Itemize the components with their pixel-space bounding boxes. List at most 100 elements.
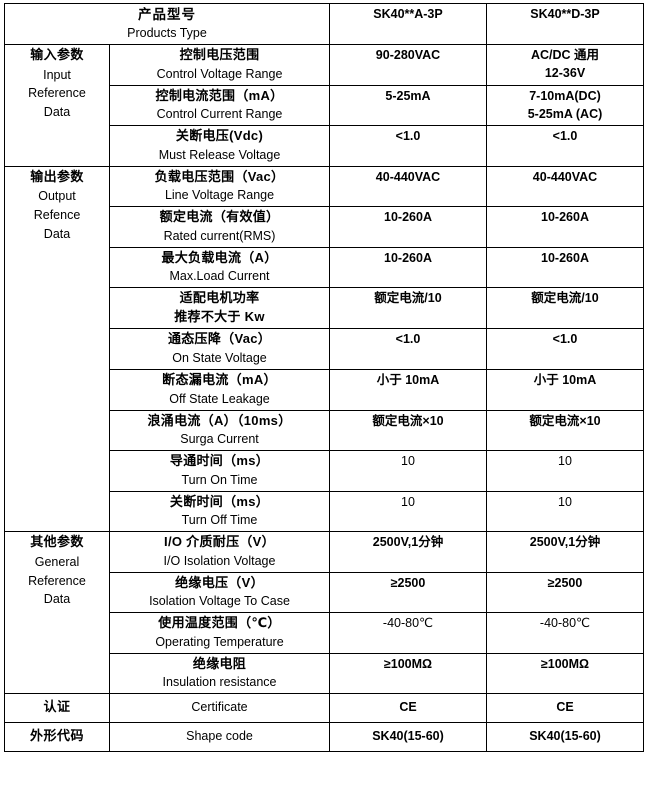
group-label-output: 输出参数 Output Refence Data xyxy=(4,165,110,533)
value-off-state-leakage-d: 小于 10mA xyxy=(486,369,644,411)
param-operating-temperature: 使用温度范围（℃） Operating Temperature xyxy=(109,612,330,654)
param-turn-off-time-en: Turn Off Time xyxy=(181,513,258,528)
value-must-release-voltage-d-line1: <1.0 xyxy=(552,129,578,144)
param-motor-power-cn: 适配电机功率 xyxy=(179,290,260,306)
table-row: 绝缘电阻 Insulation resistance ≥100MΩ ≥100MΩ xyxy=(5,652,644,695)
value-operating-temperature-a: -40-80℃ xyxy=(329,612,487,654)
value-certificate-d: CE xyxy=(486,693,644,723)
value-on-state-voltage-a: <1.0 xyxy=(329,328,487,371)
value-insulation-resistance-d-line1: ≥100MΩ xyxy=(540,656,590,671)
value-isolation-voltage-to-case-a-line1: ≥2500 xyxy=(390,575,426,590)
param-on-state-voltage-en: On State Voltage xyxy=(172,351,267,366)
value-on-state-voltage-d-line1: <1.0 xyxy=(552,332,578,347)
value-isolation-voltage-to-case-d: ≥2500 xyxy=(486,571,644,614)
group-label-output-en-2: Refence xyxy=(33,208,81,223)
param-rated-current-cn: 额定电流（有效值） xyxy=(159,209,280,225)
header-product-type-cn: 产品型号 xyxy=(138,7,196,22)
value-io-isolation-voltage-a: 2500V,1分钟 xyxy=(329,531,487,573)
param-insulation-resistance-en: Insulation resistance xyxy=(162,675,277,690)
table-row: 最大负载电流（A） Max.Load Current 10-260A 10-26… xyxy=(5,246,644,289)
param-insulation-resistance: 绝缘电阻 Insulation resistance xyxy=(109,652,330,695)
table-header-row: 产品型号 Products Type SK40**A-3P SK40**D-3P xyxy=(4,2,644,46)
group-label-general-cn: 其他参数 xyxy=(30,534,84,550)
value-surge-current-a: 额定电流×10 xyxy=(329,409,487,452)
value-surge-current-a-line1: 额定电流×10 xyxy=(372,413,444,428)
param-line-voltage-range-cn: 负载电压范围（Vac） xyxy=(154,168,285,184)
table-row: 额定电流（有效值） Rated current(RMS) 10-260A 10-… xyxy=(5,206,644,248)
param-io-isolation-voltage-en: I/O Isolation Voltage xyxy=(163,553,276,568)
value-isolation-voltage-to-case-d-line1: ≥2500 xyxy=(547,575,583,590)
param-turn-on-time-en: Turn On Time xyxy=(181,472,258,487)
value-off-state-leakage-a-line1: 小于 10mA xyxy=(376,373,440,388)
value-off-state-leakage-a: 小于 10mA xyxy=(329,369,487,411)
table-row: 控制电流范围（mA） Control Current Range 5-25mA … xyxy=(5,84,644,127)
param-shape-code-en: Shape code xyxy=(109,721,330,752)
value-max-load-current-a-line1: 10-260A xyxy=(384,250,432,265)
value-control-current-d-line2: 5-25mA (AC) xyxy=(527,106,603,121)
value-control-voltage-d: AC/DC 通用 12-36V xyxy=(486,44,644,86)
table-row: 外形代码 Shape code SK40(15-60) SK40(15-60) xyxy=(4,721,644,752)
param-max-load-current-cn: 最大负载电流（A） xyxy=(161,249,278,265)
param-control-current: 控制电流范围（mA） Control Current Range xyxy=(109,84,330,127)
table-row: 通态压降（Vac） On State Voltage <1.0 <1.0 xyxy=(5,328,644,371)
param-off-state-leakage: 断态漏电流（mA） Off State Leakage xyxy=(109,369,330,411)
group-label-general-en-1: General xyxy=(34,554,80,569)
value-control-voltage-a: 90-280VAC xyxy=(329,44,487,86)
param-control-voltage-cn: 控制电压范围 xyxy=(179,47,260,63)
param-shape-code-cn: 外形代码 xyxy=(4,721,110,752)
value-control-current-d: 7-10mA(DC) 5-25mA (AC) xyxy=(486,84,644,127)
value-max-load-current-a: 10-260A xyxy=(329,246,487,289)
group-label-general-en-3: Data xyxy=(43,592,71,607)
group-label-output-en-1: Output xyxy=(38,189,76,204)
table-row: 输入参数 Input Reference Data 控制电压范围 Control… xyxy=(4,44,644,167)
table-row: 认证 Certificate CE CE xyxy=(4,693,644,723)
value-line-voltage-range-a-line1: 40-440VAC xyxy=(375,169,441,184)
value-turn-on-time-a: 10 xyxy=(329,450,487,492)
param-on-state-voltage-cn: 通态压降（Vac） xyxy=(167,331,272,347)
param-line-voltage-range-en: Line Voltage Range xyxy=(164,188,275,203)
value-operating-temperature-a-line1: -40-80℃ xyxy=(382,616,434,631)
value-control-voltage-d-line2: 12-36V xyxy=(544,66,586,81)
table-row: 适配电机功率 推荐不大于 Kw 额定电流/10 额定电流/10 xyxy=(5,287,644,330)
value-rated-current-a-line1: 10-260A xyxy=(384,210,432,225)
group-label-input: 输入参数 Input Reference Data xyxy=(4,44,110,167)
param-turn-on-time-cn: 导通时间（ms） xyxy=(169,453,270,469)
param-rated-current: 额定电流（有效值） Rated current(RMS) xyxy=(109,206,330,248)
value-io-isolation-voltage-a-line1: 2500V,1分钟 xyxy=(372,535,444,550)
table-row: 断态漏电流（mA） Off State Leakage 小于 10mA 小于 1… xyxy=(5,369,644,411)
specification-table: 产品型号 Products Type SK40**A-3P SK40**D-3P… xyxy=(4,2,644,752)
param-off-state-leakage-en: Off State Leakage xyxy=(169,391,270,406)
table-row: 导通时间（ms） Turn On Time 10 10 xyxy=(5,450,644,492)
value-line-voltage-range-d: 40-440VAC xyxy=(486,165,644,208)
value-isolation-voltage-to-case-a: ≥2500 xyxy=(329,571,487,614)
value-control-current-a: 5-25mA xyxy=(329,84,487,127)
value-turn-on-time-a-line1: 10 xyxy=(401,454,415,469)
param-turn-on-time: 导通时间（ms） Turn On Time xyxy=(109,450,330,492)
param-io-isolation-voltage: I/O 介质耐压（V） I/O Isolation Voltage xyxy=(109,531,330,573)
value-motor-power-a-line1: 额定电流/10 xyxy=(374,291,442,306)
value-insulation-resistance-a-line1: ≥100MΩ xyxy=(383,656,433,671)
value-insulation-resistance-d: ≥100MΩ xyxy=(486,652,644,695)
group-label-general: 其他参数 General Reference Data xyxy=(4,531,110,695)
value-rated-current-a: 10-260A xyxy=(329,206,487,248)
group-label-input-en-3: Data xyxy=(43,105,71,120)
value-on-state-voltage-a-line1: <1.0 xyxy=(395,332,421,347)
value-rated-current-d: 10-260A xyxy=(486,206,644,248)
table-row: 关断电压(Vdc) Must Release Voltage <1.0 <1.0 xyxy=(5,125,644,167)
param-off-state-leakage-cn: 断态漏电流（mA） xyxy=(162,372,277,388)
header-product-type: 产品型号 Products Type xyxy=(4,2,330,46)
param-max-load-current-en: Max.Load Current xyxy=(169,269,270,284)
param-control-voltage-en: Control Voltage Range xyxy=(156,66,283,81)
param-max-load-current: 最大负载电流（A） Max.Load Current xyxy=(109,246,330,289)
param-control-current-cn: 控制电流范围（mA） xyxy=(155,87,284,103)
table-row: 其他参数 General Reference Data I/O 介质耐压（V） … xyxy=(4,531,644,695)
group-label-input-en-1: Input xyxy=(43,67,71,82)
table-row: 使用温度范围（℃） Operating Temperature -40-80℃ … xyxy=(5,612,644,654)
param-surge-current: 浪涌电流（A）（10ms） Surga Current xyxy=(109,409,330,452)
value-surge-current-d-line1: 额定电流×10 xyxy=(529,413,601,428)
value-turn-off-time-d: 10 xyxy=(486,490,644,533)
value-control-voltage-d-line1: AC/DC 通用 xyxy=(530,48,600,63)
param-operating-temperature-en: Operating Temperature xyxy=(155,634,284,649)
value-turn-off-time-a-line1: 10 xyxy=(401,494,415,509)
